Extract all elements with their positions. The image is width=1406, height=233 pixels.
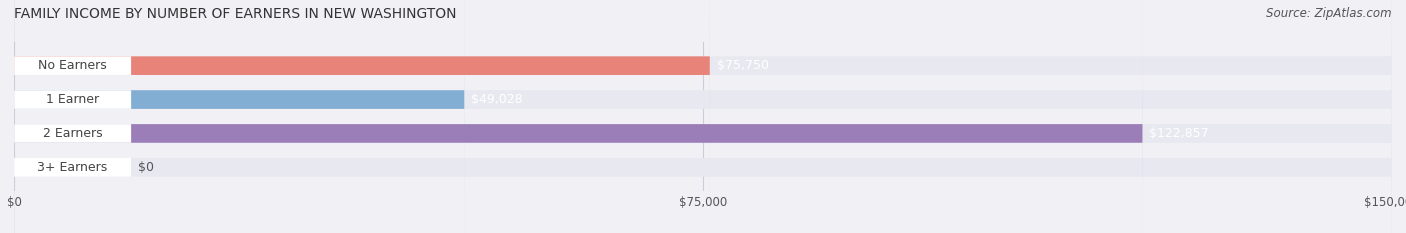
Text: $75,750: $75,750 [717, 59, 769, 72]
FancyBboxPatch shape [14, 0, 131, 233]
FancyBboxPatch shape [14, 0, 1392, 233]
Text: $0: $0 [138, 161, 155, 174]
FancyBboxPatch shape [14, 0, 131, 233]
FancyBboxPatch shape [14, 0, 710, 233]
FancyBboxPatch shape [14, 0, 1392, 233]
Text: 2 Earners: 2 Earners [42, 127, 103, 140]
FancyBboxPatch shape [14, 0, 1392, 233]
Text: 3+ Earners: 3+ Earners [38, 161, 108, 174]
Text: No Earners: No Earners [38, 59, 107, 72]
FancyBboxPatch shape [14, 0, 131, 233]
FancyBboxPatch shape [14, 0, 464, 233]
FancyBboxPatch shape [14, 0, 131, 233]
FancyBboxPatch shape [14, 0, 1143, 233]
Text: $122,857: $122,857 [1150, 127, 1209, 140]
Text: FAMILY INCOME BY NUMBER OF EARNERS IN NEW WASHINGTON: FAMILY INCOME BY NUMBER OF EARNERS IN NE… [14, 7, 457, 21]
Text: $49,028: $49,028 [471, 93, 523, 106]
FancyBboxPatch shape [14, 0, 1392, 233]
Text: 1 Earner: 1 Earner [46, 93, 100, 106]
Text: Source: ZipAtlas.com: Source: ZipAtlas.com [1267, 7, 1392, 20]
